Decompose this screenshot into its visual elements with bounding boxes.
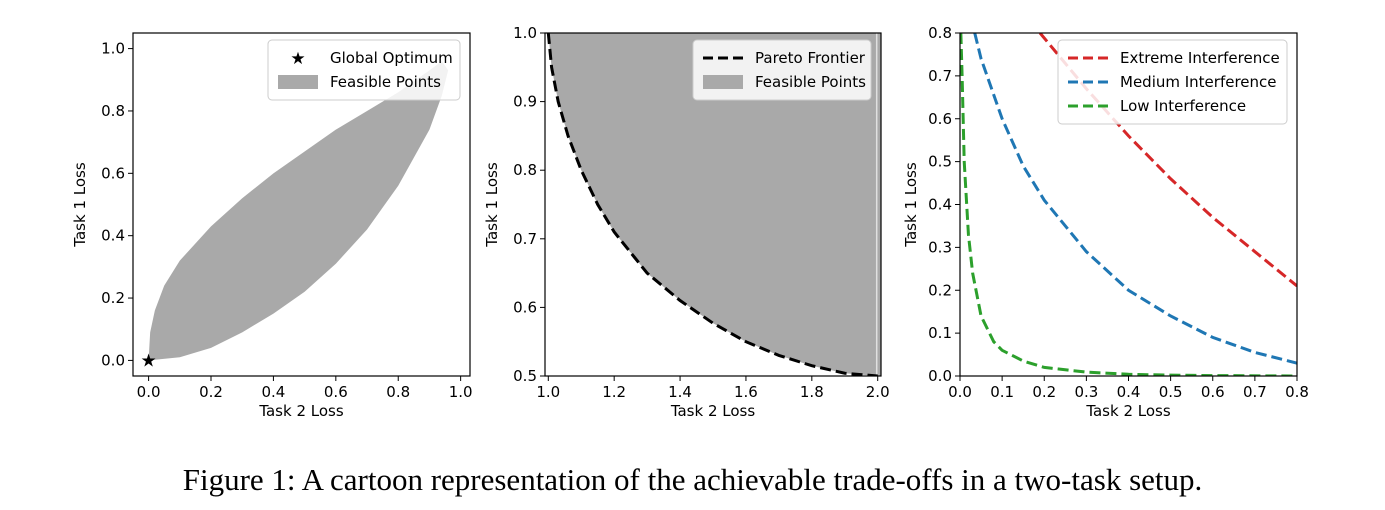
- x-tick-label: 0.5: [1159, 383, 1183, 401]
- y-tick-label: 0.6: [928, 110, 952, 128]
- x-tick-label: 0.8: [386, 383, 410, 401]
- y-tick-label: 0.1: [928, 324, 952, 342]
- figure-caption: Figure 1: A cartoon representation of th…: [182, 462, 1203, 497]
- legend-label: Global Optimum: [330, 49, 453, 67]
- plot-area: [148, 61, 449, 361]
- y-tick-label: 0.8: [513, 161, 537, 179]
- x-axis-label: Task 2 Loss: [258, 402, 344, 420]
- x-tick-label: 0.6: [1201, 383, 1225, 401]
- x-tick-label: 1.6: [734, 383, 758, 401]
- x-tick-label: 0.1: [990, 383, 1014, 401]
- y-axis-label: Task 1 Loss: [902, 162, 920, 248]
- x-tick-label: 1.2: [602, 383, 626, 401]
- legend-label: Extreme Interference: [1120, 49, 1280, 67]
- y-tick-label: 0.7: [928, 67, 952, 85]
- y-tick-label: 0.4: [101, 227, 125, 245]
- y-axis-label: Task 1 Loss: [71, 162, 89, 248]
- x-tick-label: 0.6: [324, 383, 348, 401]
- chart-panel-interference-levels: 0.0 0.1 0.2 0.3 0.4 0.5 0.6 0.7 0.8 0.0 0.1 0.2 0.3 0…: [902, 24, 1309, 420]
- y-tick-label: 0.8: [928, 24, 952, 42]
- x-tick-label: 0.2: [199, 383, 223, 401]
- y-axis-label: Task 1 Loss: [483, 162, 501, 248]
- legend-label: Feasible Points: [330, 73, 441, 91]
- series-line-medium-interference: [973, 33, 1297, 365]
- y-tick-label: 0.9: [513, 93, 537, 111]
- y-tick-label: 0.0: [101, 351, 125, 369]
- y-tick-label: 0.2: [101, 289, 125, 307]
- x-axis-label: Task 2 Loss: [670, 402, 756, 420]
- figure: ★ 0.0 0.2 0.4 0.6 0.8 1.0 0.0 0.2 0.4 0.6 0.8 1.0 Tas…: [71, 24, 1309, 420]
- y-tick-label: 0.5: [513, 367, 537, 385]
- y-tick-label: 1.0: [513, 24, 537, 42]
- chart-panel-pareto-frontier: 1.0 1.2 1.4 1.6 1.8 2.0 0.5 0.6 0.7 0.8 0.9 1.0 Task…: [483, 24, 890, 420]
- y-tick-label: 0.2: [928, 281, 952, 299]
- x-tick-label: 2.0: [866, 383, 890, 401]
- y-tick-label: 0.3: [928, 238, 952, 256]
- plot-frame: [132, 32, 471, 377]
- legend: ★ Global Optimum Feasible Points: [267, 39, 461, 101]
- feasible-region-area: [548, 33, 881, 376]
- global-optimum-marker: ★: [141, 350, 157, 371]
- x-tick-label: 1.4: [668, 383, 692, 401]
- y-tick-label: 0.6: [513, 298, 537, 316]
- series-line-low-interference: [960, 33, 1297, 376]
- legend-star-icon: ★: [290, 49, 305, 69]
- x-tick-label: 0.3: [1074, 383, 1098, 401]
- x-tick-label: 0.0: [948, 383, 972, 401]
- legend: Pareto Frontier Feasible Points: [692, 39, 872, 101]
- series-line-pareto-frontier: [546, 33, 878, 376]
- x-tick-label: 0.7: [1243, 383, 1267, 401]
- y-tick-label: 0.7: [513, 230, 537, 248]
- x-tick-label: 0.0: [137, 383, 161, 401]
- legend-label: Feasible Points: [755, 73, 866, 91]
- legend-label: Pareto Frontier: [755, 49, 866, 67]
- y-tick-label: 0.6: [101, 164, 125, 182]
- x-tick-label: 0.4: [1117, 383, 1141, 401]
- feasible-region-area: [148, 61, 449, 361]
- y-tick-label: 0.4: [928, 196, 952, 214]
- legend-swatch: [278, 75, 318, 89]
- y-tick-label: 1.0: [101, 40, 125, 58]
- x-axis-label: Task 2 Loss: [1085, 402, 1171, 420]
- x-tick-label: 1.8: [800, 383, 824, 401]
- x-tick-label: 1.0: [449, 383, 473, 401]
- legend-label: Medium Interference: [1120, 73, 1277, 91]
- y-tick-label: 0.5: [928, 153, 952, 171]
- legend-box: [1057, 39, 1288, 125]
- y-tick-label: 0.0: [928, 367, 952, 385]
- legend-swatch: [703, 75, 743, 89]
- x-tick-label: 0.4: [261, 383, 285, 401]
- x-tick-label: 0.2: [1032, 383, 1056, 401]
- plot-area: [546, 33, 881, 376]
- plot-frame: [544, 32, 882, 377]
- legend-label: Low Interference: [1120, 97, 1246, 115]
- x-tick-label: 1.0: [536, 383, 560, 401]
- chart-panel-feasible-region: ★ 0.0 0.2 0.4 0.6 0.8 1.0 0.0 0.2 0.4 0.6 0.8 1.0 Tas…: [71, 32, 473, 420]
- legend: Extreme Interference Medium Interference L…: [1057, 39, 1288, 125]
- y-tick-label: 0.8: [101, 102, 125, 120]
- x-tick-label: 0.8: [1285, 383, 1309, 401]
